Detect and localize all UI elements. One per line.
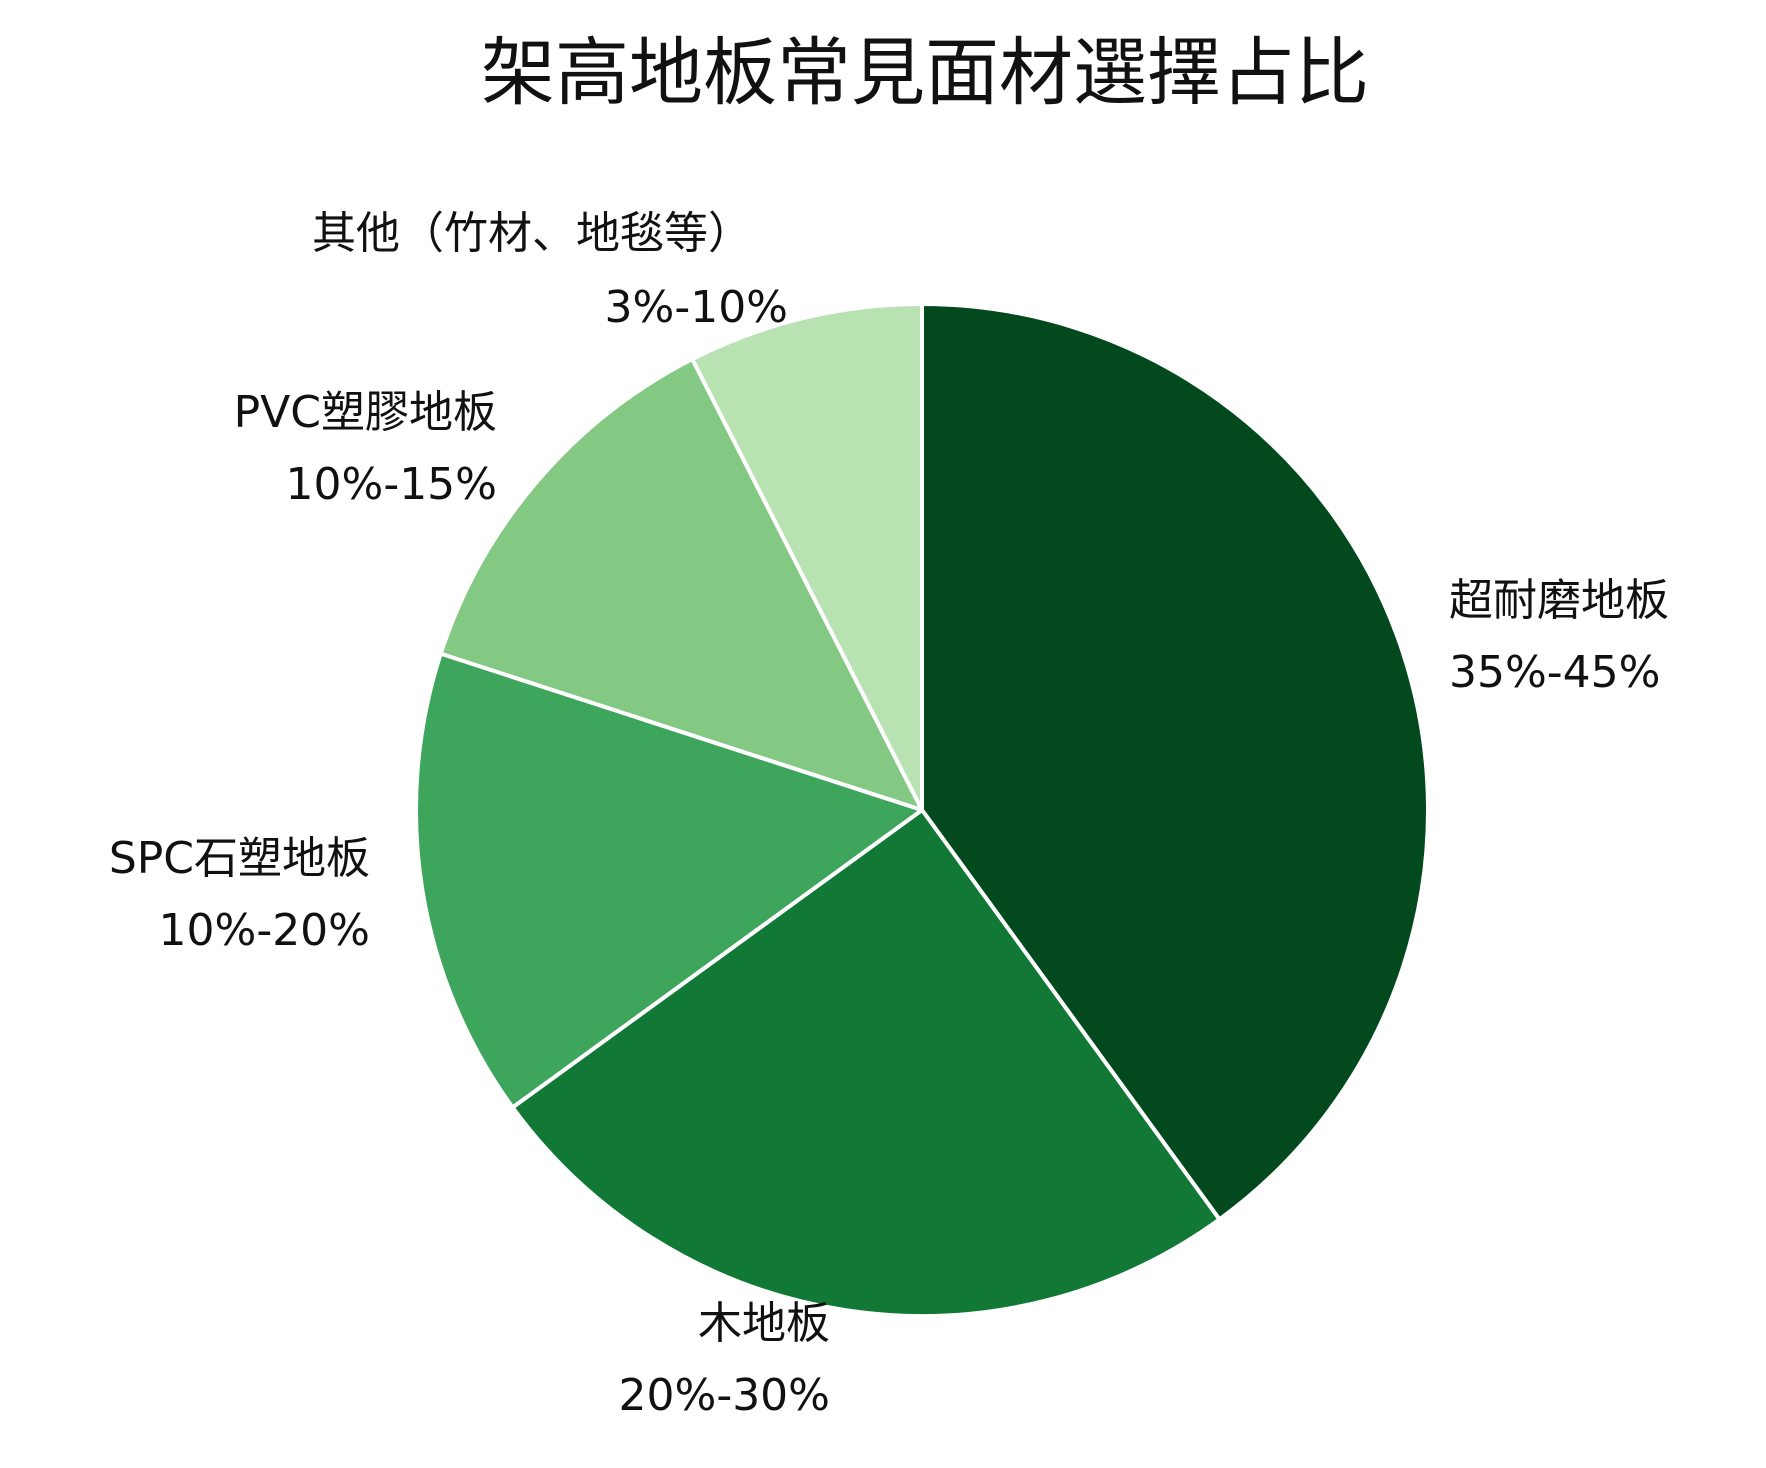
- pie-slice-wear-resistant: [920, 302, 1430, 1222]
- pie-slice-spc: [414, 651, 924, 1110]
- slice-label-pvc: PVC塑膠地板: [234, 387, 497, 438]
- slice-label-other: 其他（竹材、地毯等）: [312, 208, 752, 259]
- slice-label-spc: SPC石塑地板: [109, 833, 370, 884]
- pie-labels: 超耐磨地板 35%-45% 木地板 20%-30% SPC石塑地板 10%-20…: [109, 208, 1669, 1421]
- pie-slice-pvc: [438, 357, 924, 812]
- slice-label-wear-resistant: 超耐磨地板: [1449, 575, 1669, 626]
- slice-range-wood: 20%-30%: [619, 1370, 830, 1421]
- chart-title: 架高地板常見面材選擇占比: [481, 30, 1369, 116]
- slice-range-pvc: 10%-15%: [286, 459, 497, 510]
- slice-range-other: 3%-10%: [605, 282, 788, 333]
- pie-slice-other: [690, 302, 924, 812]
- pie-slice-wood: [510, 808, 1222, 1318]
- slice-label-wood: 木地板: [698, 1298, 830, 1349]
- pie-slices: [414, 302, 1430, 1318]
- slice-range-spc: 10%-20%: [159, 905, 370, 956]
- slice-range-wear-resistant: 35%-45%: [1449, 647, 1660, 698]
